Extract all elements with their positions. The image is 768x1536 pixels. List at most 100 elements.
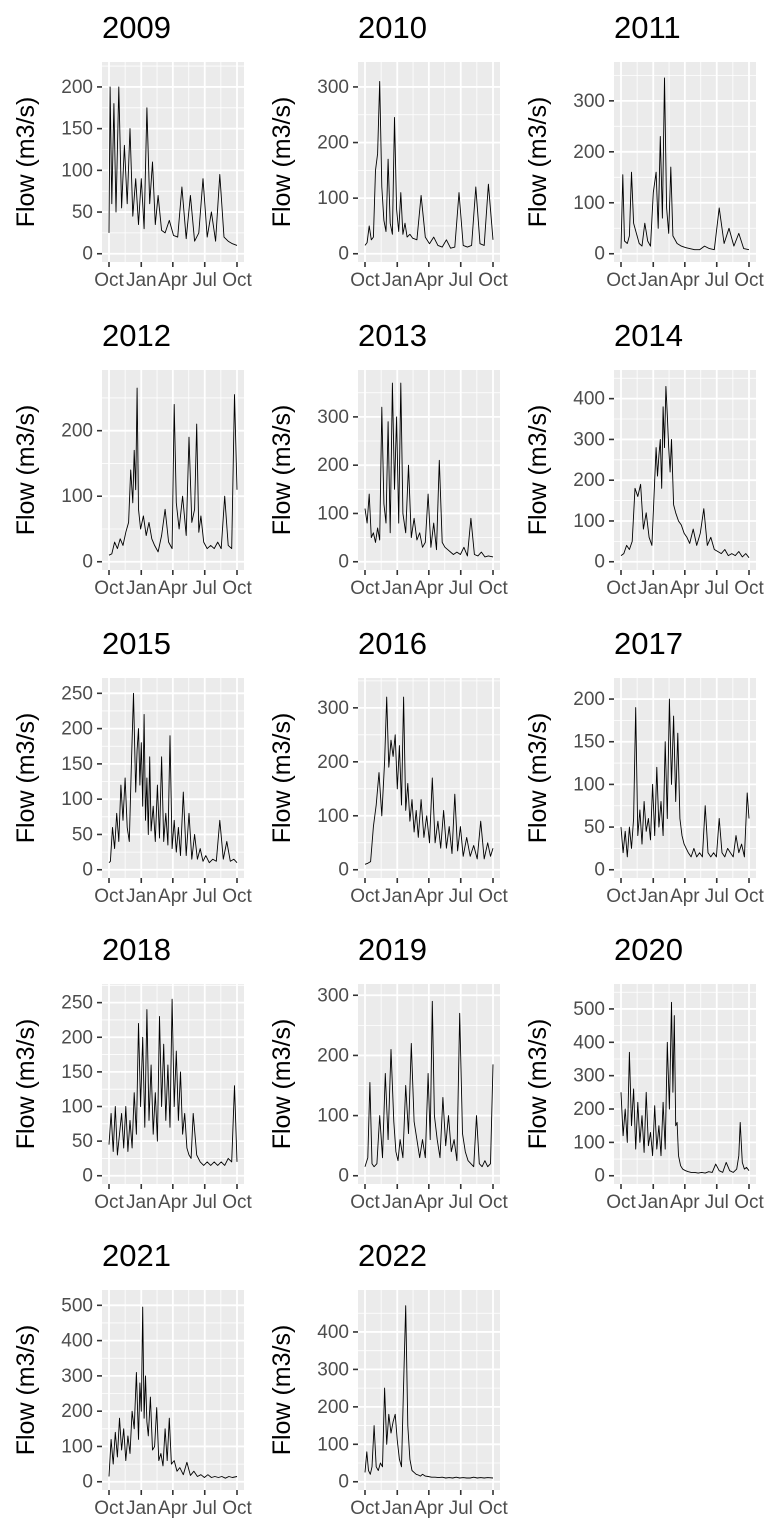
x-tick-label: Jan [638, 1192, 669, 1213]
y-axis-label: Flow (m3/s) [268, 713, 296, 844]
y-tick-label: 300 [317, 698, 349, 719]
x-tick-label: Jan [126, 578, 157, 599]
x-tick-label: Oct [478, 578, 508, 599]
x-tick-label: Oct [734, 1192, 764, 1213]
y-tick-label: 0 [594, 860, 605, 881]
flow-series-line [364, 696, 494, 865]
x-tick-label: Oct [222, 578, 252, 599]
x-tick-label: Oct [94, 578, 124, 599]
y-tick-label: 200 [61, 1027, 93, 1048]
y-tick-label: 100 [573, 774, 605, 795]
x-tick-label: Jul [705, 1192, 729, 1213]
y-axis-label: Flow (m3/s) [524, 713, 552, 844]
y-tick-label: 400 [317, 1322, 349, 1343]
y-tick-label: 0 [338, 1472, 349, 1493]
panel-title: 2014 [614, 318, 683, 353]
y-tick-label: 0 [594, 244, 605, 265]
x-tick-label: Apr [670, 578, 700, 599]
y-tick-label: 200 [573, 689, 605, 710]
flow-series-line [620, 77, 750, 251]
x-tick-label: Apr [414, 886, 444, 907]
x-tick-label: Jul [705, 886, 729, 907]
flow-series-line [364, 80, 494, 249]
panel-title: 2009 [102, 10, 171, 45]
panel-title: 2018 [102, 932, 171, 967]
panel-title: 2013 [358, 318, 427, 353]
x-tick-label: Jan [382, 578, 413, 599]
panel-2021: Oct Jan Apr Jul Oct01002003004005002021Flow … [12, 1238, 252, 1519]
panel-title: 2015 [102, 626, 171, 661]
x-tick-label: Apr [414, 578, 444, 599]
x-tick-label: Jul [705, 578, 729, 599]
x-tick-label: Oct [350, 270, 380, 291]
x-tick-label: Oct [734, 578, 764, 599]
y-tick-label: 150 [61, 1062, 93, 1083]
y-tick-label: 400 [573, 1032, 605, 1053]
x-tick-label: Apr [670, 1192, 700, 1213]
x-tick-label: Oct [94, 1498, 124, 1519]
flow-series-line [108, 86, 238, 246]
y-tick-label: 200 [61, 77, 93, 98]
flow-series-line [620, 698, 750, 858]
y-tick-label: 100 [317, 188, 349, 209]
x-tick-label: Jul [449, 886, 473, 907]
panel-title: 2017 [614, 626, 683, 661]
x-tick-label: Apr [158, 1498, 188, 1519]
x-tick-label: Jul [449, 578, 473, 599]
flow-series-line [108, 387, 238, 556]
x-tick-label: Jan [382, 1498, 413, 1519]
x-tick-label: Apr [414, 270, 444, 291]
y-tick-label: 0 [82, 1472, 93, 1493]
y-tick-label: 400 [61, 1331, 93, 1352]
y-tick-label: 300 [61, 1366, 93, 1387]
x-tick-label: Apr [670, 886, 700, 907]
panel-2020: Oct Jan Apr Jul Oct01002003004005002020Flow … [524, 932, 764, 1213]
x-tick-label: Oct [350, 578, 380, 599]
x-tick-label: Jan [126, 1498, 157, 1519]
y-tick-label: 100 [61, 160, 93, 181]
x-tick-label: Jul [193, 1498, 217, 1519]
flow-series-line [108, 692, 238, 864]
x-tick-label: Oct [478, 1498, 508, 1519]
x-tick-label: Apr [158, 886, 188, 907]
x-tick-label: Apr [158, 1192, 188, 1213]
x-tick-label: Apr [414, 1498, 444, 1519]
y-axis-label: Flow (m3/s) [524, 1019, 552, 1150]
x-tick-label: Oct [222, 886, 252, 907]
x-tick-label: Oct [734, 886, 764, 907]
y-tick-label: 100 [317, 1106, 349, 1127]
x-tick-label: Oct [606, 1192, 636, 1213]
x-tick-label: Jul [193, 270, 217, 291]
y-tick-label: 100 [573, 193, 605, 214]
y-tick-label: 200 [573, 470, 605, 491]
x-tick-label: Oct [94, 270, 124, 291]
x-tick-label: Jul [705, 270, 729, 291]
y-axis-label: Flow (m3/s) [12, 713, 40, 844]
y-tick-label: 0 [594, 1166, 605, 1187]
x-tick-label: Apr [414, 1192, 444, 1213]
y-tick-label: 50 [72, 1131, 93, 1152]
x-tick-label: Jan [382, 270, 413, 291]
y-tick-label: 0 [338, 1166, 349, 1187]
y-tick-label: 50 [584, 817, 605, 838]
y-tick-label: 200 [317, 1045, 349, 1066]
x-tick-label: Jan [126, 1192, 157, 1213]
y-tick-label: 0 [594, 552, 605, 573]
y-tick-label: 200 [573, 142, 605, 163]
y-tick-label: 0 [338, 552, 349, 573]
y-axis-label: Flow (m3/s) [12, 97, 40, 228]
y-tick-label: 300 [317, 1359, 349, 1380]
y-tick-label: 0 [82, 1166, 93, 1187]
x-tick-label: Apr [158, 578, 188, 599]
y-tick-label: 100 [317, 1434, 349, 1455]
x-tick-label: Oct [350, 1498, 380, 1519]
y-axis-label: Flow (m3/s) [268, 405, 296, 536]
y-tick-label: 100 [573, 511, 605, 532]
